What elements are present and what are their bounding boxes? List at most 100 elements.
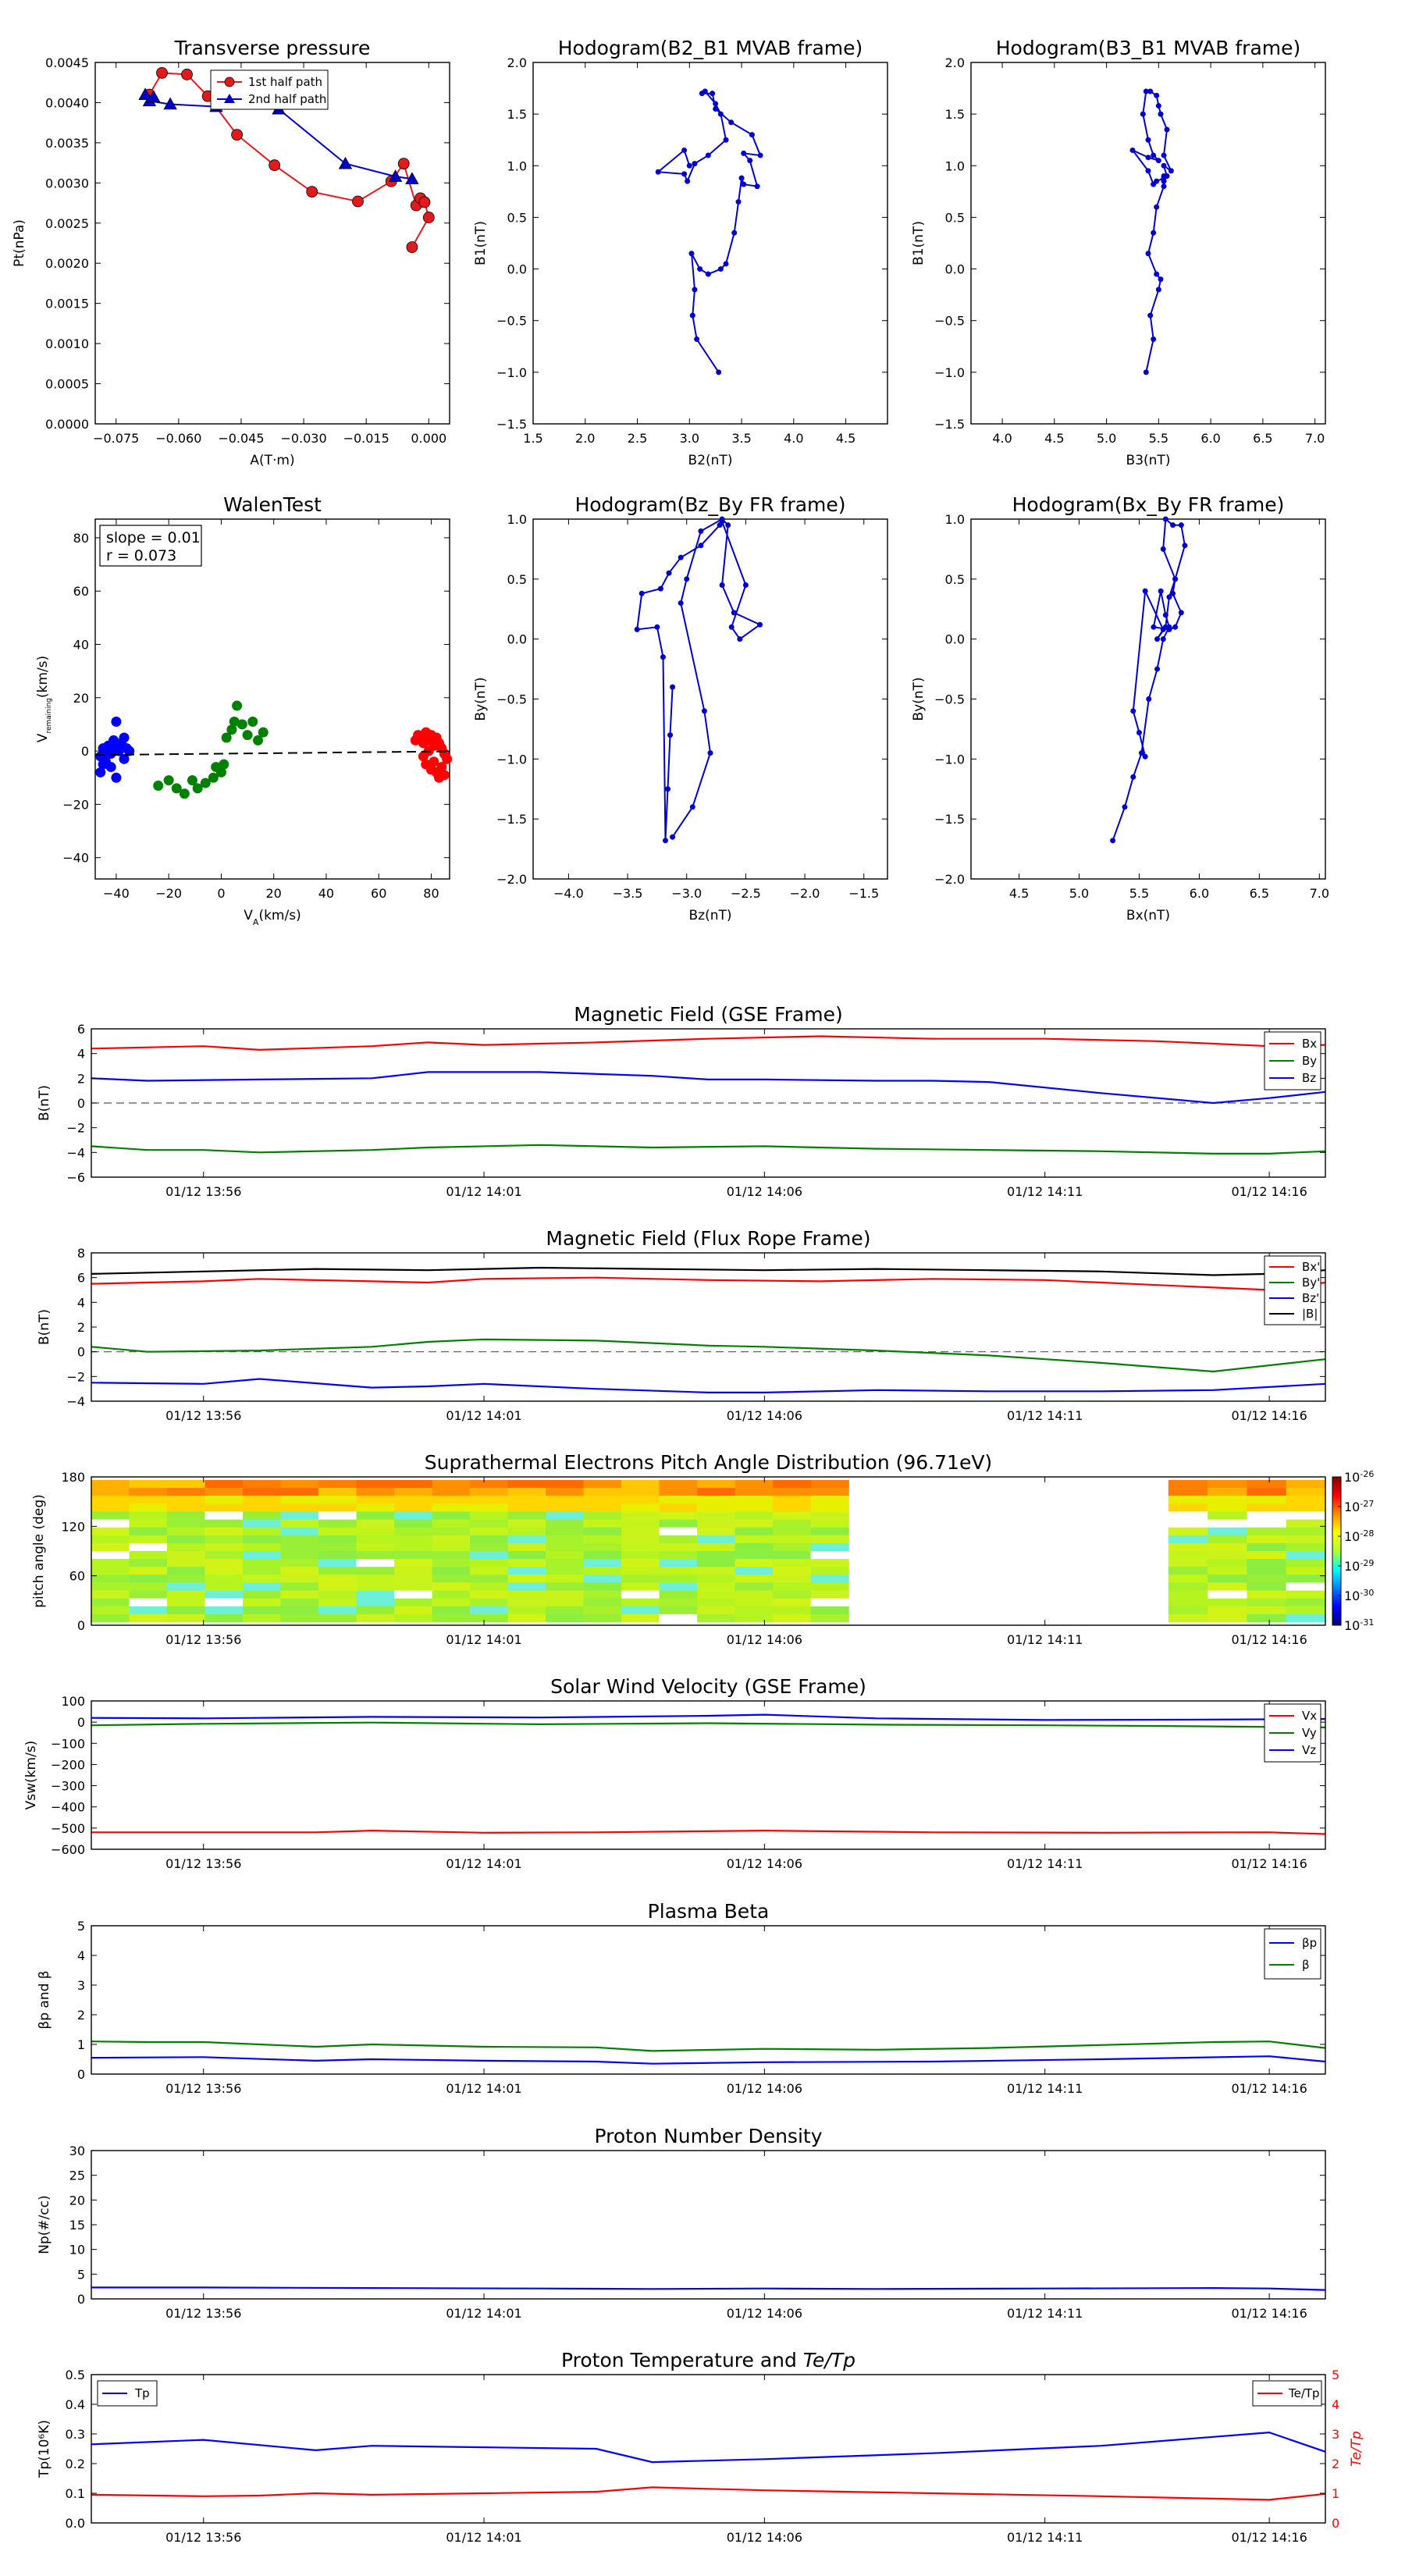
heatmap-cell (205, 1480, 244, 1489)
x-tick-label: 4.5 (836, 431, 855, 446)
x-tick-label: 6.5 (1253, 431, 1272, 446)
x-tick-label: 01/12 14:16 (1231, 1856, 1307, 1871)
heatmap-cell (1247, 1574, 1287, 1583)
heatmap-cell (810, 1542, 849, 1552)
heatmap-cell (621, 1519, 660, 1528)
heatmap-cell (810, 1488, 849, 1496)
heatmap-cell (167, 1590, 206, 1599)
y-tick-label: 0.5 (945, 572, 965, 587)
series-line (91, 2286, 1325, 2291)
heatmap-cell (735, 1480, 774, 1489)
data-point (1178, 522, 1184, 528)
chart-title-math: Te/Tp (803, 2349, 855, 2371)
heatmap-cell (621, 1551, 660, 1560)
x-tick-label: 1.5 (523, 431, 542, 446)
heatmap-cell (1208, 1496, 1247, 1504)
data-point (95, 751, 106, 762)
data-point (1160, 546, 1166, 552)
x-tick-label: 5.5 (1129, 886, 1149, 901)
x-tick-label: 6.0 (1200, 431, 1220, 446)
y-tick-label: −500 (51, 1821, 85, 1836)
heatmap-cell (659, 1542, 698, 1552)
y2-tick-label: 3 (1332, 2427, 1339, 2442)
data-point (1158, 588, 1164, 594)
heatmap-cell (1168, 1480, 1208, 1489)
y-tick-label: 0.4 (66, 2397, 85, 2412)
heatmap-cell (167, 1503, 206, 1512)
heatmap-cell (507, 1535, 546, 1544)
colorbar-label-base: 10 (1344, 1470, 1360, 1485)
heatmap-cell (583, 1542, 622, 1552)
data-point (418, 196, 431, 208)
heatmap-cell (1168, 1551, 1208, 1560)
data-point (742, 582, 749, 589)
series-line (91, 1378, 1325, 1394)
heatmap-cell (1208, 1480, 1247, 1489)
y-axis-label: Pt(nPa) (12, 219, 27, 267)
x-tick-label: 2.0 (575, 431, 595, 446)
heatmap-cell (659, 1527, 698, 1536)
data-point (439, 770, 450, 781)
heatmap-cell (1247, 1511, 1287, 1520)
heatmap-cell (735, 1590, 774, 1599)
heatmap-cell (129, 1590, 168, 1599)
chart-title: Plasma Beta (648, 1900, 770, 1923)
legend: βp β (1264, 1928, 1321, 1980)
colorbar-label: 10-28 (1344, 1528, 1374, 1545)
heatmap-cell (243, 1480, 282, 1489)
data-point (119, 732, 130, 743)
heatmap-cell (167, 1551, 206, 1560)
data-point (689, 312, 695, 318)
heatmap-cell (735, 1567, 774, 1575)
data-point (163, 775, 174, 786)
heatmap-cell (129, 1582, 168, 1591)
data-point (1139, 750, 1145, 756)
data-point (749, 132, 755, 138)
heatmap-cell (546, 1488, 585, 1496)
heatmap-cell (243, 1488, 282, 1496)
heatmap-cell (659, 1582, 698, 1591)
data-point (1145, 251, 1151, 257)
heatmap-cell (583, 1590, 622, 1599)
data-point (689, 804, 695, 810)
heatmap-cell (507, 1567, 546, 1575)
data-point (253, 735, 264, 745)
series-line (91, 1144, 1325, 1155)
x-tick-label: 5.0 (1097, 431, 1116, 446)
plot-frame (91, 2374, 1326, 2524)
heatmap-cell (243, 1606, 282, 1615)
data-point (1155, 103, 1161, 109)
heatmap-cell (659, 1551, 698, 1560)
legend-label: Te/Tp (1288, 2386, 1320, 2400)
heatmap-cell (735, 1519, 774, 1528)
data-point (105, 749, 116, 760)
x-tick-label: 01/12 14:11 (1007, 1184, 1083, 1199)
heatmap-cell (394, 1598, 433, 1607)
heatmap-cell (280, 1614, 319, 1623)
chart-title-main: Proton Temperature and (561, 2349, 803, 2371)
data-point (163, 97, 177, 110)
heatmap-cell (470, 1606, 509, 1615)
heatmap-cell (735, 1542, 774, 1552)
data-point (1170, 590, 1176, 596)
heatmap-cell (470, 1511, 509, 1520)
data-point (1154, 92, 1160, 98)
heatmap-cell (1286, 1559, 1326, 1567)
y-tick-label: 1.0 (507, 158, 527, 173)
y-tick-label: 25 (69, 2169, 85, 2183)
data-point (1155, 286, 1161, 293)
heatmap-cell (773, 1582, 812, 1591)
data-point (119, 753, 130, 764)
y-axis-label: Vsw(km/s) (23, 1741, 39, 1810)
y-tick-label: 4 (77, 1047, 85, 1062)
heatmap-cell (356, 1480, 395, 1489)
heatmap-cell (91, 1535, 130, 1544)
legend-label: Bx (1302, 1037, 1317, 1051)
heatmap-cell (735, 1503, 774, 1512)
series-line (1112, 519, 1186, 841)
data-point (397, 158, 410, 170)
x-tick-label: −0.015 (343, 431, 389, 446)
x-tick-label: −0.060 (155, 431, 201, 446)
heatmap-cell (91, 1511, 130, 1520)
data-point (684, 576, 690, 582)
